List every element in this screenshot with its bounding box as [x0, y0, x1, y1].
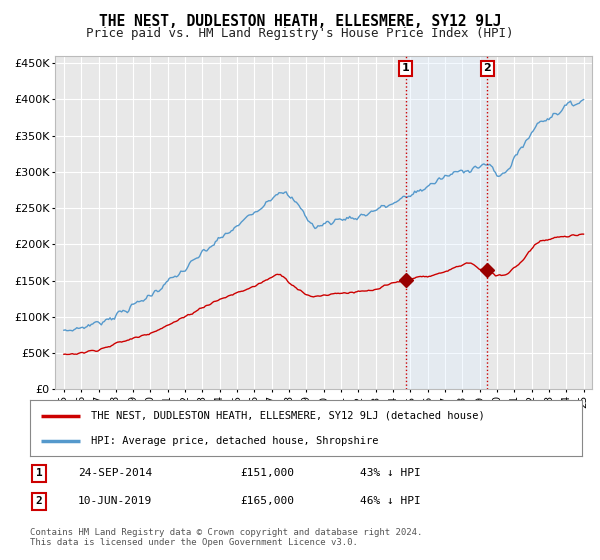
- Text: 2: 2: [35, 496, 43, 506]
- Text: £151,000: £151,000: [240, 468, 294, 478]
- Text: THE NEST, DUDLESTON HEATH, ELLESMERE, SY12 9LJ (detached house): THE NEST, DUDLESTON HEATH, ELLESMERE, SY…: [91, 410, 484, 421]
- Text: 43% ↓ HPI: 43% ↓ HPI: [360, 468, 421, 478]
- Text: 24-SEP-2014: 24-SEP-2014: [78, 468, 152, 478]
- Text: 10-JUN-2019: 10-JUN-2019: [78, 496, 152, 506]
- Text: 1: 1: [402, 63, 410, 73]
- Text: Contains HM Land Registry data © Crown copyright and database right 2024.
This d: Contains HM Land Registry data © Crown c…: [30, 528, 422, 547]
- Text: THE NEST, DUDLESTON HEATH, ELLESMERE, SY12 9LJ: THE NEST, DUDLESTON HEATH, ELLESMERE, SY…: [99, 14, 501, 29]
- Text: 1: 1: [35, 468, 43, 478]
- Text: £165,000: £165,000: [240, 496, 294, 506]
- Bar: [406, 56, 487, 389]
- Text: Price paid vs. HM Land Registry's House Price Index (HPI): Price paid vs. HM Land Registry's House …: [86, 27, 514, 40]
- Text: 46% ↓ HPI: 46% ↓ HPI: [360, 496, 421, 506]
- Text: 2: 2: [484, 63, 491, 73]
- Text: HPI: Average price, detached house, Shropshire: HPI: Average price, detached house, Shro…: [91, 436, 378, 446]
